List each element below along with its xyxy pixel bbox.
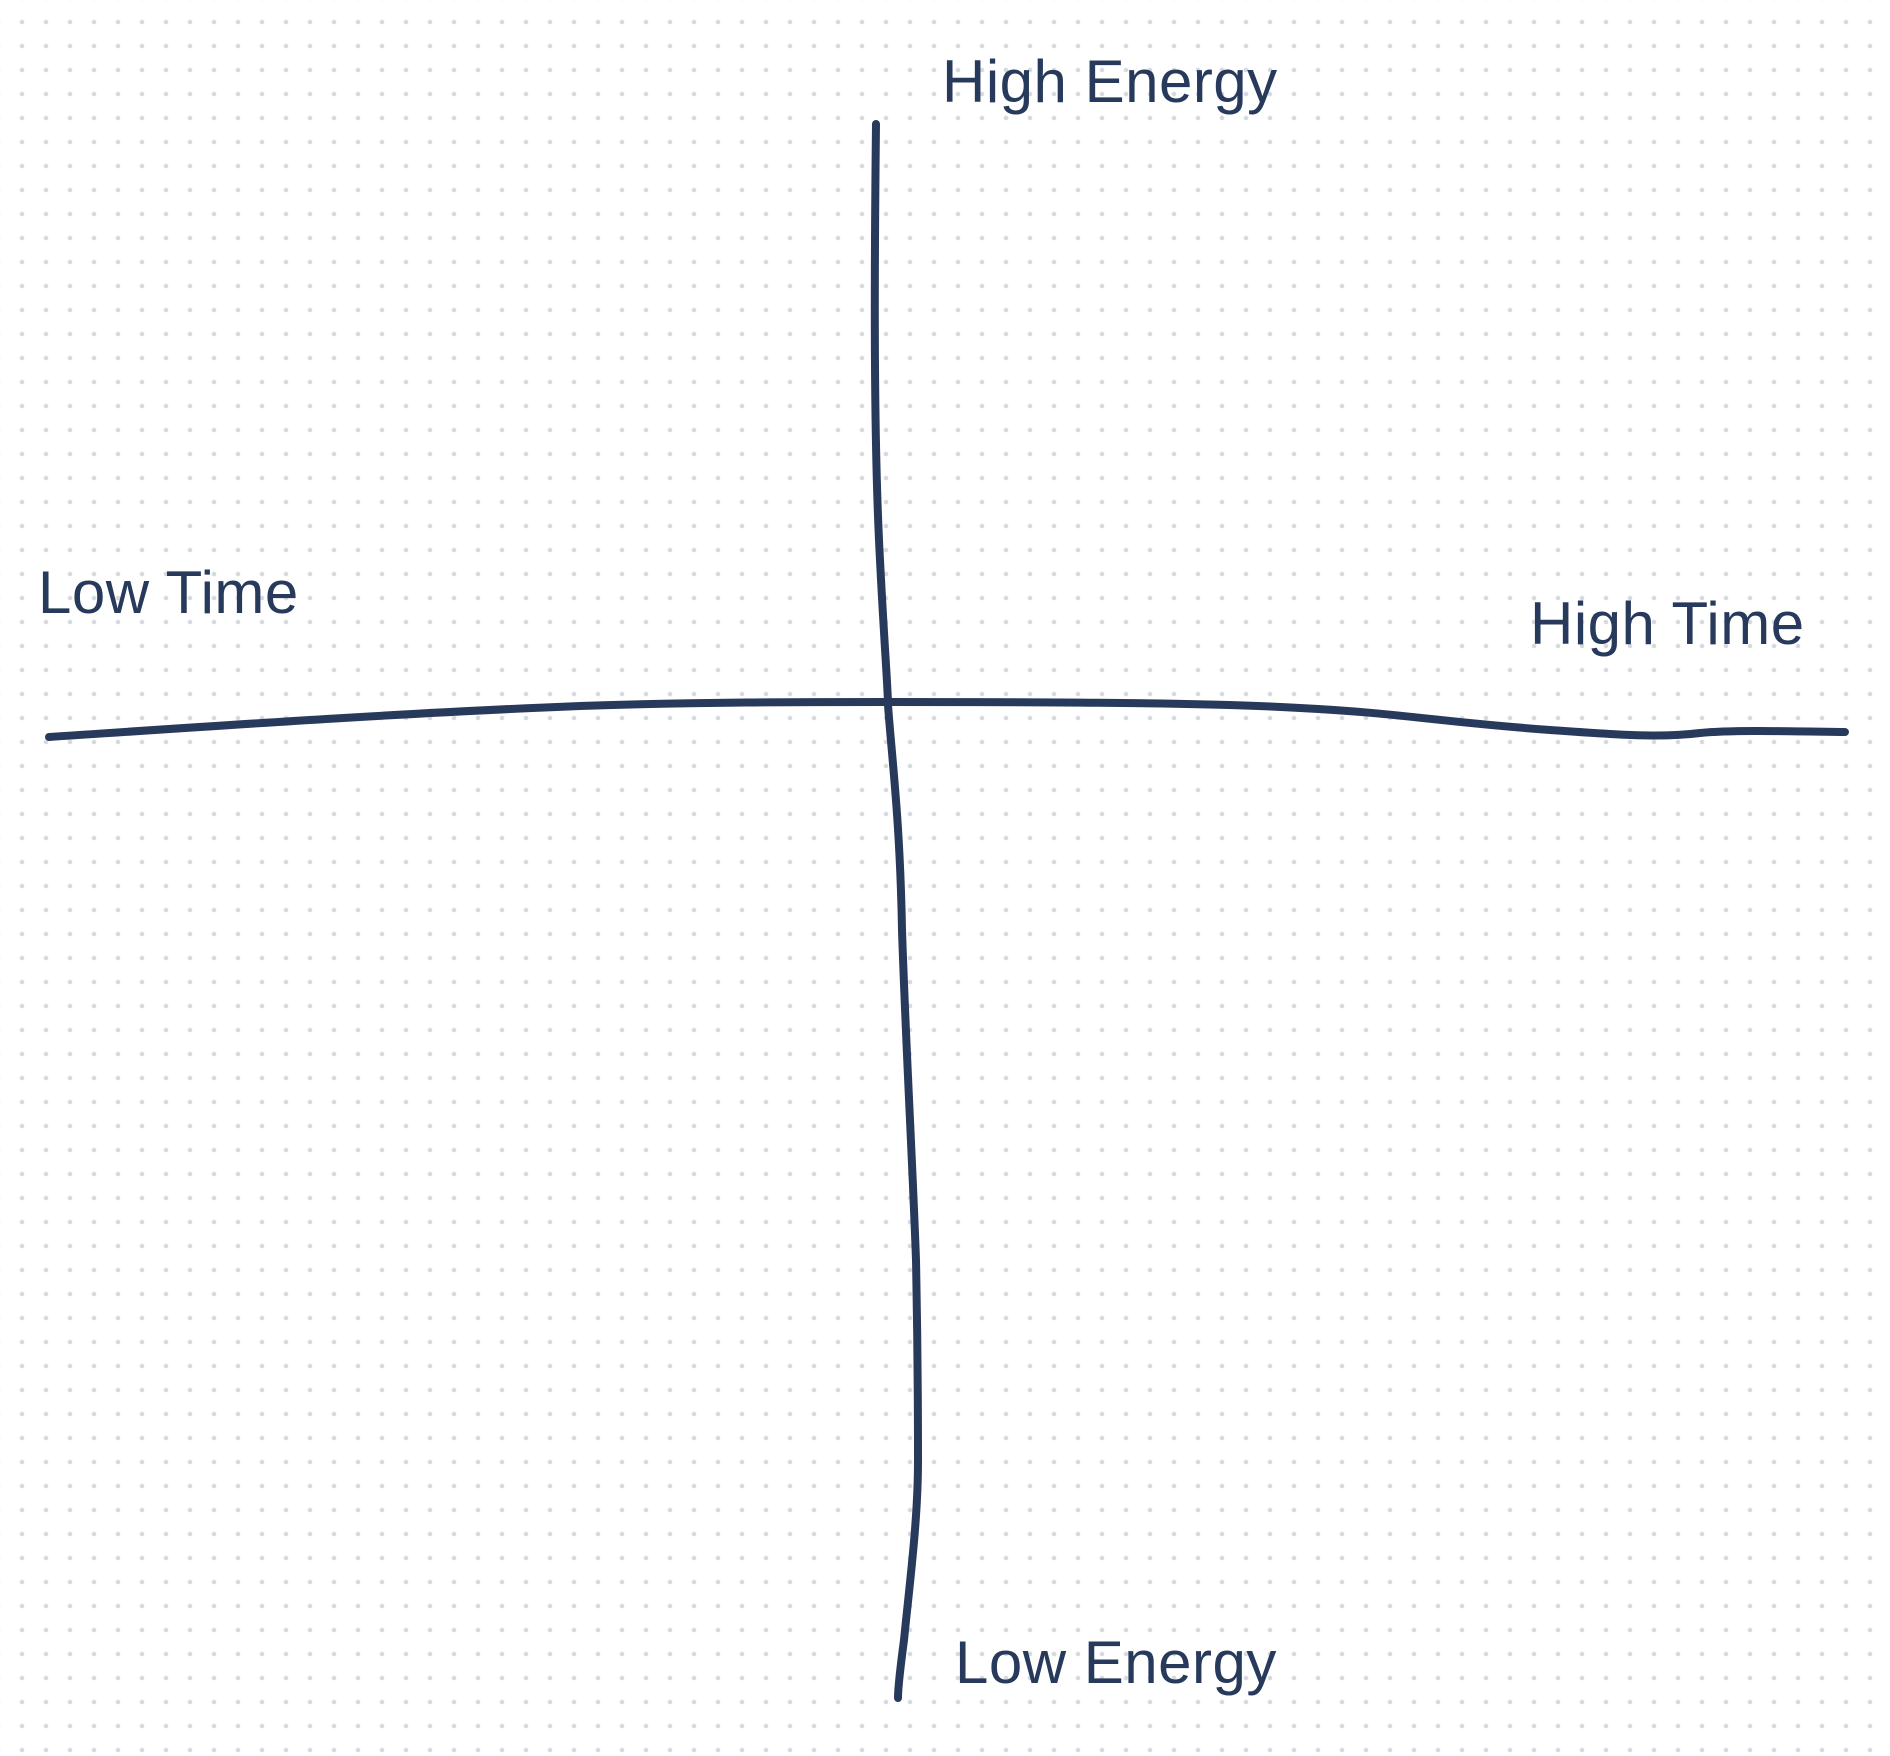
label-high-time: High Time bbox=[1530, 590, 1805, 657]
label-low-time: Low Time bbox=[38, 559, 299, 626]
label-low-energy: Low Energy bbox=[955, 1629, 1277, 1696]
label-high-energy: High Energy bbox=[942, 48, 1278, 115]
vertical-axis-line bbox=[870, 120, 922, 1702]
horizontal-axis-line bbox=[45, 698, 1849, 741]
